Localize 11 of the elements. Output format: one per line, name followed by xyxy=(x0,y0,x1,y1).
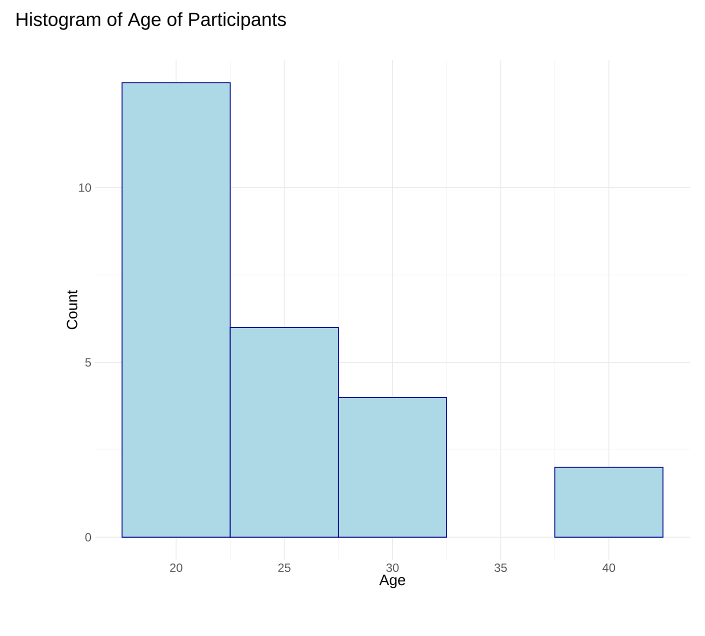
x-tick-label: 25 xyxy=(278,564,290,572)
x-tick-label: 20 xyxy=(170,564,182,572)
chart-title: Histogram of Age of Participants xyxy=(16,12,286,30)
x-tick-label: 40 xyxy=(602,564,616,572)
y-axis-title: Count xyxy=(66,290,78,330)
y-tick-label: 10 xyxy=(79,183,92,192)
y-tick-label: 5 xyxy=(85,358,91,367)
x-tick-label: 30 xyxy=(386,564,399,572)
y-tick-label: 0 xyxy=(85,533,92,542)
x-axis-title: Age xyxy=(379,574,406,588)
x-tick-label: 35 xyxy=(494,564,507,572)
